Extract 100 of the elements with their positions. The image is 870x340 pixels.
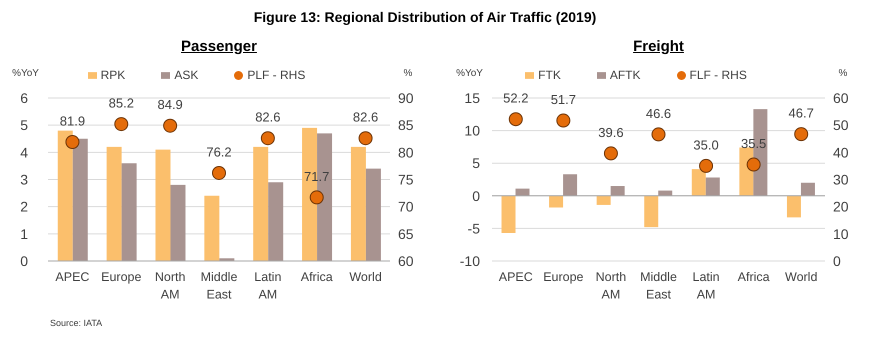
x-tick-label: Middle East [200,270,238,302]
bar [610,186,625,196]
x-tick-label: World [785,270,818,284]
y2-tick-label: 90 [398,90,414,106]
y-tick-label: 3 [20,171,28,188]
bar [644,196,658,228]
bar [596,196,611,205]
y-tick-label: -5 [468,220,480,236]
bar [366,168,381,261]
x-tick-label: North AM [154,270,186,302]
data-label: 81.9 [60,113,86,128]
bar [692,169,706,196]
point [794,127,808,142]
legend-label: AFTK [610,68,640,82]
data-label: 51.7 [550,92,576,108]
text: Figure 13: Regional Distribution of Air Traffic (2019) [254,9,596,25]
point [746,158,761,172]
y-tick-label: 1 [20,226,28,242]
y2-tick-label: 85 [398,117,414,134]
legend-label: FLF - RHS [690,68,747,82]
x-tick-label: North AM [596,270,626,302]
bar [268,182,284,261]
legend-label: PLF - RHS [247,68,306,82]
data-label: 82.6 [255,110,281,125]
y2-tick-label: 75 [398,171,414,188]
bar [563,174,578,196]
bar [253,146,268,261]
x-tick-label: Europe [543,270,584,284]
bar [155,150,170,261]
y-tick-label: 2 [20,198,28,215]
point [556,114,570,128]
data-label: 39.6 [598,124,624,140]
x-tick-label: Middle East [640,270,677,302]
bar [658,190,672,196]
point [358,131,373,146]
legend-label: ASK [174,68,198,82]
x-tick-label: Latin AM [254,270,282,302]
bar [350,146,366,261]
point [310,190,324,204]
source-note: Source: IATA [50,318,102,328]
bar [204,196,220,261]
y-tick-label: -10 [460,252,480,269]
data-label: 84.9 [157,97,183,112]
bar [549,196,564,208]
y-tick-label: 5 [472,155,480,172]
data-label: 82.6 [352,110,378,125]
bar [516,188,530,196]
point [652,127,666,142]
bar [786,196,801,218]
y2-axis-title: % [404,68,413,79]
y-tick-label: 6 [20,90,28,106]
y-tick-label: 4 [20,144,28,160]
data-label: 71.7 [304,168,330,184]
x-tick-label: World [349,270,382,284]
y2-tick-label: 70 [398,198,414,215]
y2-tick-label: 60 [833,90,849,106]
y-tick-label: 0 [472,188,480,204]
bar [58,130,73,261]
data-label: 85.2 [108,96,134,111]
bar [706,178,720,196]
y-tick-label: 0 [20,252,28,269]
point [212,166,226,180]
y2-tick-label: 60 [398,252,414,269]
point [508,112,523,126]
y2-tick-label: 0 [833,252,841,269]
data-label: 46.7 [788,106,814,121]
point [65,135,80,150]
x-tick-label: Africa [300,270,333,284]
data-label: 76.2 [206,144,232,160]
y2-tick-label: 80 [398,144,414,160]
chart-title: Freight [632,38,685,57]
chart-title: Passenger [180,38,258,57]
y2-tick-label: 10 [833,226,849,242]
bar [72,138,88,261]
y2-tick-label: 40 [833,144,849,160]
y2-tick-label: 50 [833,117,849,134]
y-tick-label: 5 [20,117,28,134]
y-tick-label: 15 [464,90,480,106]
y-axis-title: %YoY [456,68,484,79]
y2-tick-label: 20 [833,198,849,215]
data-label: 35.0 [693,137,719,152]
legend-label: RPK [100,68,126,82]
y-tick-label: 10 [464,122,480,139]
data-label: 46.6 [646,106,672,121]
bar [800,182,815,196]
y2-tick-label: 30 [833,171,849,188]
y2-axis-title: % [838,68,848,79]
x-tick-label: Europe [101,270,142,284]
legend-label: FTK [538,68,561,82]
x-tick-label: APEC [498,270,533,284]
bar [106,146,122,261]
point [604,146,618,160]
y2-tick-label: 65 [398,226,414,242]
bar [170,184,186,261]
point [163,118,178,133]
bar [122,163,137,261]
x-tick-label: Africa [738,270,770,284]
point [114,117,128,132]
point [260,131,275,146]
bar [502,196,516,233]
